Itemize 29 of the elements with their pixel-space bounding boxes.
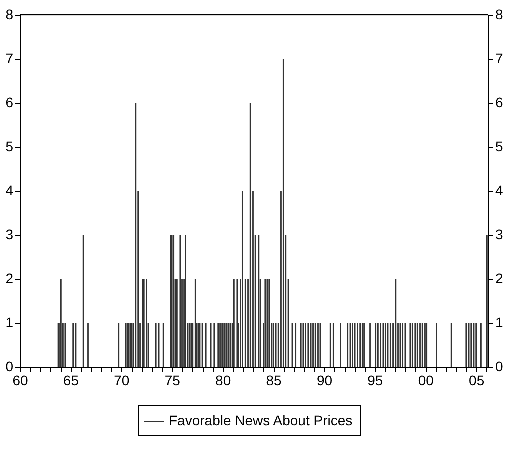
y-tick-label: 0 <box>6 358 14 374</box>
y-tick-label: 1 <box>6 314 14 330</box>
y-tick-label: 2 <box>6 270 14 286</box>
x-tick-label: 70 <box>114 372 130 388</box>
y-tick-label: 3 <box>6 226 14 242</box>
y-tick-label: 7 <box>6 50 14 66</box>
y2-tick-label: 5 <box>496 138 504 154</box>
x-tick-label: 05 <box>469 372 485 388</box>
y2-tick-label: 3 <box>496 226 504 242</box>
x-tick-label: 60 <box>12 372 28 388</box>
x-tick-label: 65 <box>63 372 80 388</box>
x-tick-label: 85 <box>266 372 282 388</box>
y2-tick-label: 8 <box>496 6 504 22</box>
x-tick-label: 90 <box>316 372 333 388</box>
x-tick-label: 95 <box>368 372 384 388</box>
y-tick-label: 6 <box>6 94 14 110</box>
y2-tick-label: 1 <box>496 314 504 330</box>
y-tick-label: 8 <box>6 6 14 22</box>
y2-tick-label: 6 <box>496 94 504 110</box>
y2-tick-label: 7 <box>496 50 504 66</box>
y2-tick-label: 2 <box>496 270 504 286</box>
y-tick-label: 4 <box>6 182 14 198</box>
y-tick-label: 5 <box>6 138 14 154</box>
x-tick-label: 75 <box>164 372 181 388</box>
x-tick-label: 80 <box>216 372 232 388</box>
legend-label: Favorable News About Prices <box>169 412 353 428</box>
x-tick-label: 00 <box>418 372 434 388</box>
y2-tick-label: 0 <box>496 358 504 374</box>
y2-tick-label: 4 <box>496 182 504 198</box>
